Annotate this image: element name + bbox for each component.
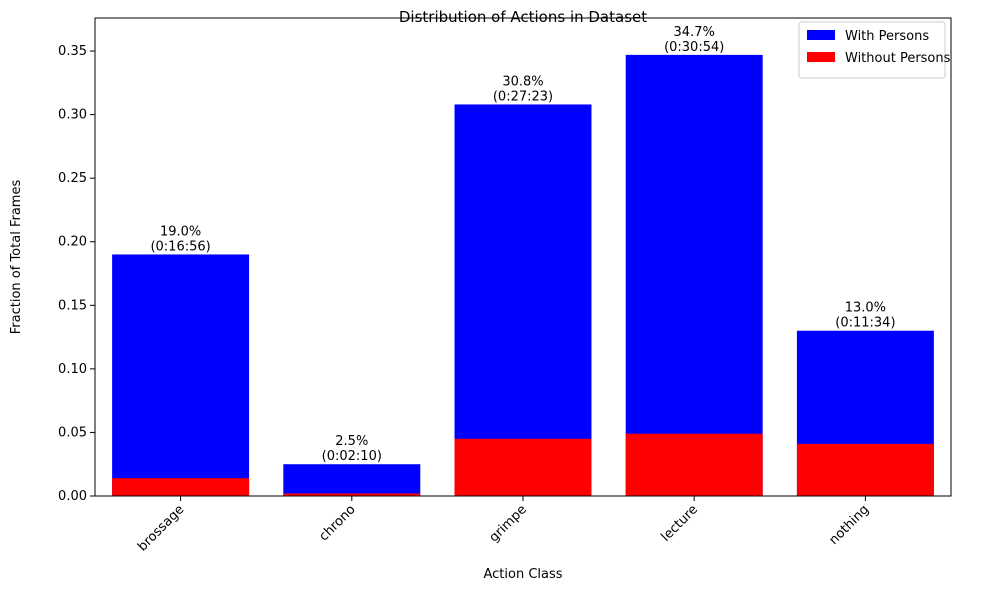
y-tick-label: 0.35: [58, 44, 87, 59]
y-axis-label: Fraction of Total Frames: [9, 180, 24, 335]
x-axis-label: Action Class: [483, 567, 562, 582]
x-tick-label: lecture: [658, 502, 701, 545]
y-tick-label: 0.30: [58, 108, 87, 123]
legend-frame: [798, 21, 946, 79]
bar: [625, 433, 763, 496]
y-tick-label: 0.25: [58, 171, 87, 186]
bar: [454, 104, 592, 496]
value-label: 13.0% (0:11:34): [835, 301, 895, 331]
y-tick-label: 0.00: [58, 489, 87, 504]
value-label: 19.0% (0:16:56): [150, 224, 210, 254]
y-tick-label: 0.15: [58, 298, 87, 313]
x-tick-label: grimpe: [487, 502, 530, 545]
bar: [796, 443, 934, 496]
bar: [283, 493, 421, 496]
legend-label: Without Persons: [845, 51, 951, 66]
legend-label: With Persons: [845, 29, 929, 44]
plot-frame: [94, 17, 952, 497]
chart-title: Distribution of Actions in Dataset: [399, 8, 647, 26]
bar: [112, 478, 250, 496]
x-tick-label: brossage: [135, 502, 187, 554]
x-tick-label: chrono: [316, 502, 358, 544]
bar: [625, 54, 763, 497]
legend-swatch: [807, 30, 835, 40]
y-tick-label: 0.05: [58, 425, 87, 440]
x-tick-label: nothing: [827, 502, 873, 548]
bar: [454, 438, 592, 496]
value-label: 34.7% (0:30:54): [664, 25, 724, 55]
value-label: 2.5% (0:02:10): [322, 434, 382, 464]
y-tick-label: 0.20: [58, 235, 87, 250]
bar: [283, 464, 421, 496]
legend-swatch: [807, 52, 835, 62]
bar: [112, 254, 250, 496]
y-tick-label: 0.10: [58, 362, 87, 377]
value-label: 30.8% (0:27:23): [493, 74, 553, 104]
